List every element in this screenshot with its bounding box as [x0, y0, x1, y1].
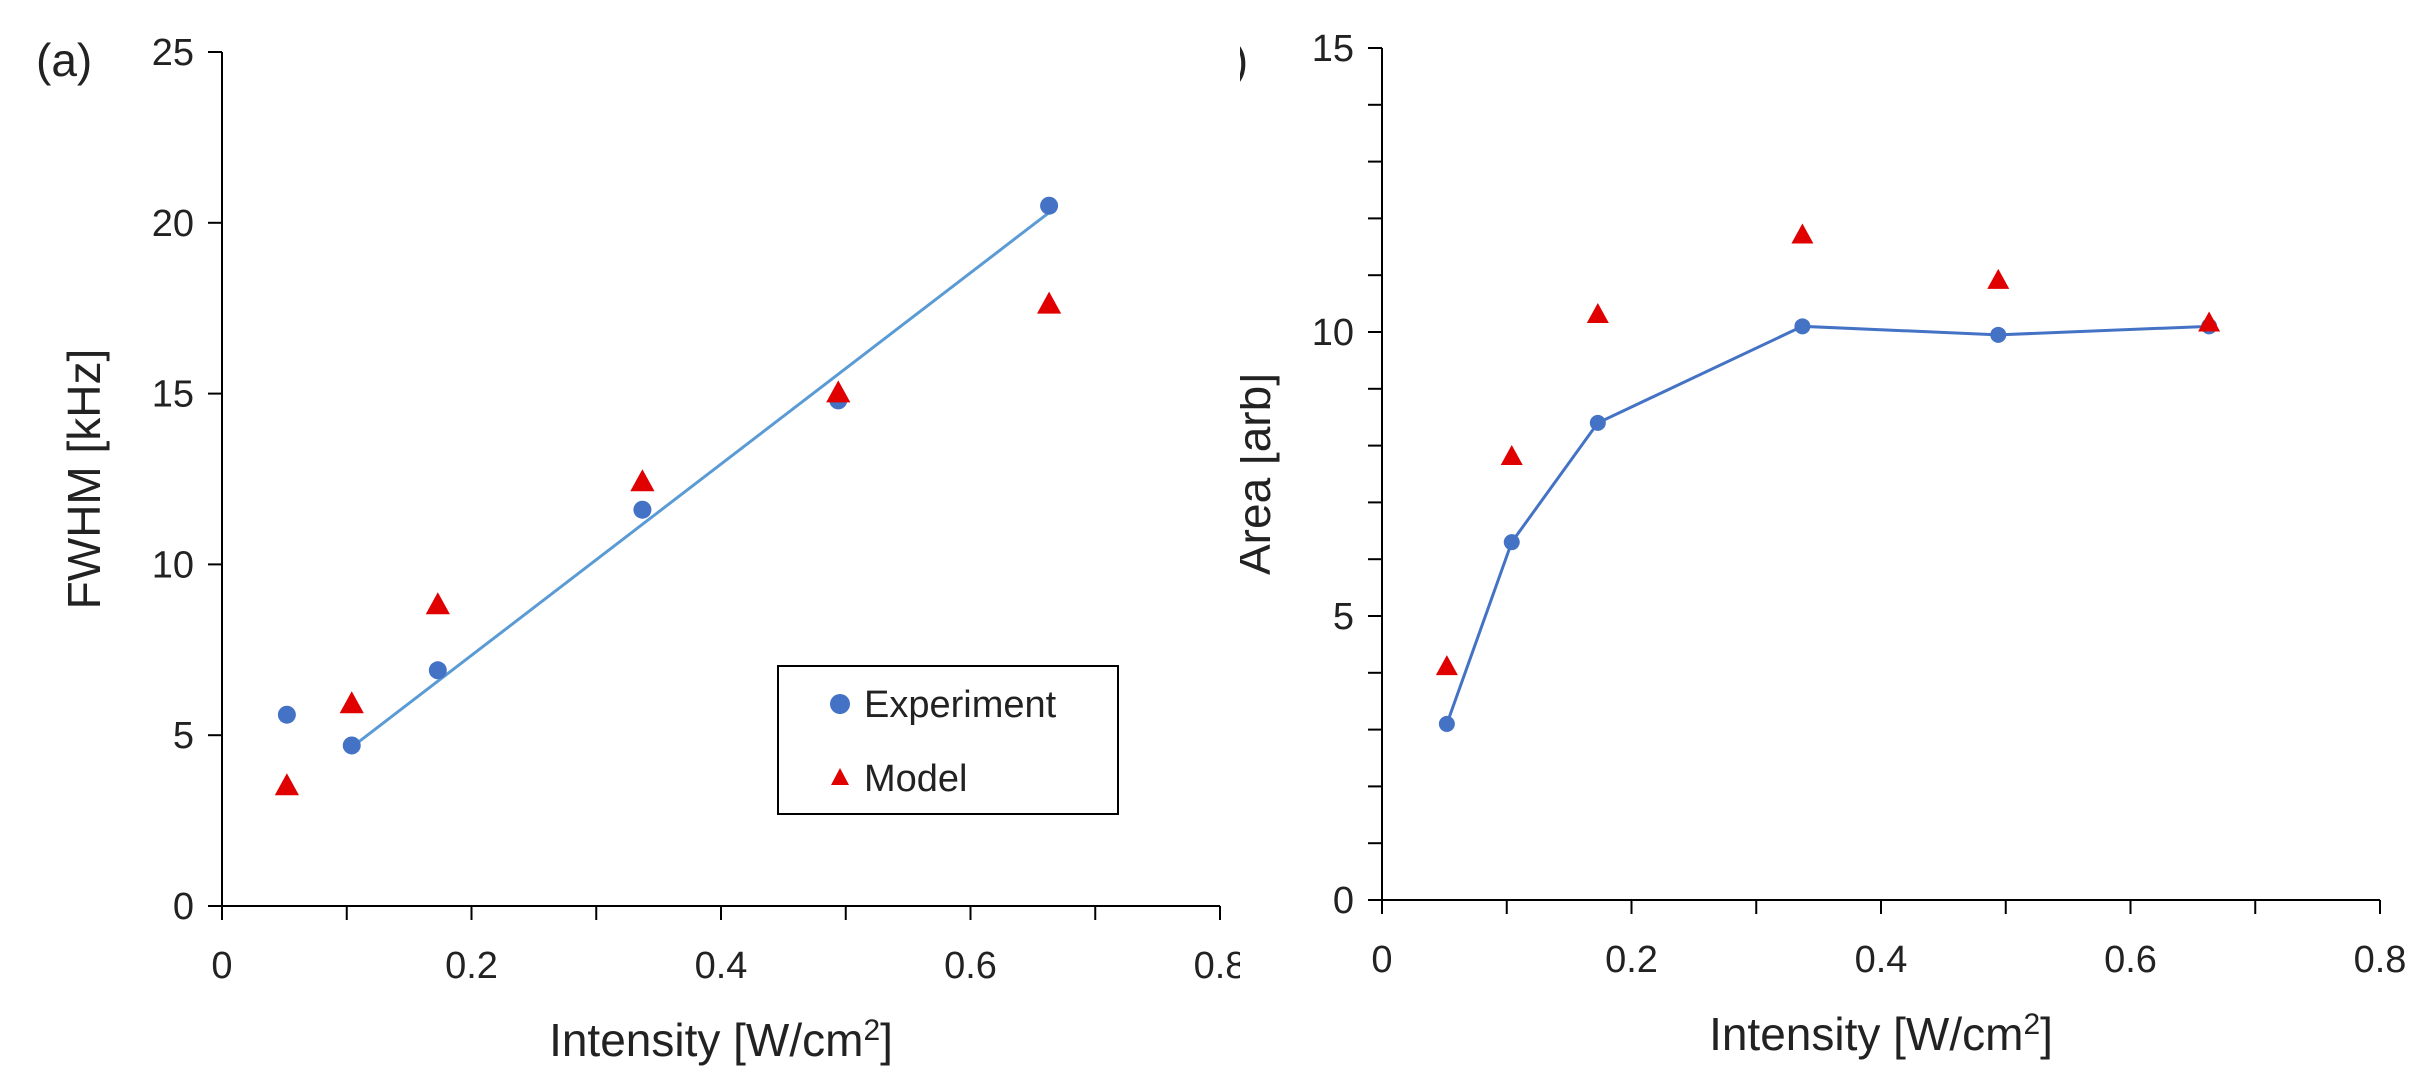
point-experiment	[1438, 715, 1455, 732]
point-experiment	[1040, 196, 1059, 215]
x-tick-label: 0	[1371, 939, 1392, 981]
chart-area-vs-intensity: (b) 0 0.2 0.4 0.6 0.8 0 5 10 15 Intensity [W/cm2]…	[1240, 28, 2407, 1061]
x-tick-label: 0.6	[944, 945, 997, 987]
series-line-experiment	[1445, 324, 2210, 725]
x-tick-label: 0.4	[1855, 939, 1908, 981]
panel-label-b: (b)	[1240, 34, 1248, 86]
y-axis-title: FWHM [kHz]	[58, 349, 110, 610]
point-model	[339, 691, 364, 714]
x-tick-label: 0.4	[695, 945, 748, 987]
chart-fwhm-vs-intensity: (a) 0 0.2 0.4 0.6 0.8 0 5 10 15 20 25 Intensity [W/…	[36, 32, 1240, 1067]
x-tick-label: 0.2	[445, 945, 498, 987]
point-experiment	[1794, 318, 1811, 335]
legend-box	[777, 665, 1119, 815]
x-axis-title: Intensity [W/cm2]	[1709, 1008, 2053, 1061]
panel-label-a: (a)	[36, 34, 92, 86]
x-axis-title: Intensity [W/cm2]	[549, 1014, 893, 1067]
x-tick-label: 0.6	[2104, 939, 2157, 981]
trendline	[350, 211, 1051, 749]
point-experiment	[428, 661, 447, 680]
x-tick-label: 0.2	[1605, 939, 1658, 981]
y-axis-title: Area [arb]	[1240, 373, 1280, 575]
y-tick-label: 10	[152, 544, 194, 586]
y-tick-label: 10	[1312, 312, 1354, 354]
point-experiment	[342, 736, 361, 755]
point-experiment	[1589, 414, 1606, 431]
point-model	[1500, 444, 1523, 465]
point-model	[425, 592, 450, 615]
point-experiment	[1503, 534, 1520, 551]
point-experiment	[1990, 326, 2007, 343]
legend-marker-model	[831, 768, 849, 785]
y-tick-label: 5	[173, 715, 194, 757]
point-model	[1791, 223, 1814, 244]
legend-label-model: Model	[864, 758, 968, 800]
y-tick-label: 5	[1333, 596, 1354, 638]
point-model	[826, 380, 851, 403]
x-tick-label: 0.8	[2354, 939, 2407, 981]
point-experiment	[277, 705, 296, 724]
x-tick-label: 0	[211, 945, 232, 987]
y-tick-label: 15	[152, 374, 194, 416]
legend-label-experiment: Experiment	[864, 684, 1057, 726]
point-model	[1435, 655, 1458, 676]
x-tick-label: 0.8	[1194, 945, 1240, 987]
point-model	[1036, 291, 1062, 314]
y-tick-label: 20	[152, 203, 194, 245]
point-model	[1586, 302, 1609, 323]
point-model	[274, 773, 299, 796]
point-model	[630, 469, 655, 492]
point-experiment	[633, 500, 652, 519]
point-model	[1987, 268, 2010, 289]
y-tick-label: 0	[1333, 880, 1354, 922]
point-model	[2198, 311, 2221, 332]
y-tick-label: 25	[152, 32, 194, 74]
y-tick-label: 15	[1312, 28, 1354, 70]
y-tick-label: 0	[173, 886, 194, 928]
legend-marker-experiment	[830, 694, 850, 714]
